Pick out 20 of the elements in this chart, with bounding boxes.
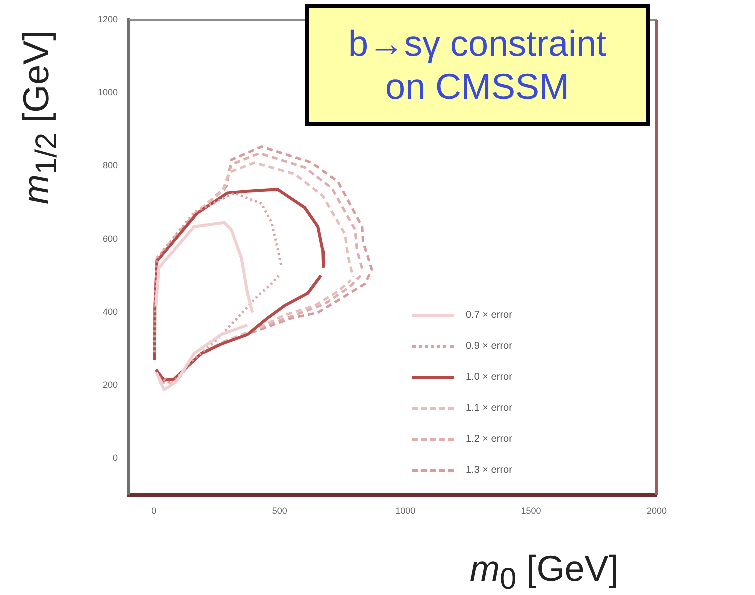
y-tick-label: 0 — [113, 453, 118, 464]
y-tick-label: 800 — [102, 160, 118, 171]
y-tick-label: 600 — [102, 234, 118, 244]
legend-label: 1.3 × error — [466, 465, 512, 476]
x-tick-label: 1500 — [521, 506, 542, 516]
y-tick-label: 200 — [102, 380, 118, 390]
x-axis-title: m$_{0}$ [GeV] — [470, 548, 619, 595]
legend-label: 1.0 × error — [466, 372, 512, 383]
x-tick-label: 1000 — [396, 506, 416, 516]
y-tick-label: 1000 — [98, 88, 118, 98]
x-tick-label: 0 — [152, 506, 157, 516]
y-tick-label: 400 — [102, 306, 118, 317]
legend-label: 0.7 × error — [466, 310, 512, 321]
text: b→sγ constraint on CMSSM — [305, 4, 650, 126]
y-tick-label: 1200 — [98, 14, 118, 24]
x-tick-label: 2000 — [646, 506, 668, 516]
x-tick-label: 500 — [272, 506, 288, 516]
legend-label: 1.1 × error — [466, 403, 512, 414]
legend-label: 0.9 × error — [466, 341, 512, 352]
legend-label: 1.2 × error — [466, 434, 512, 445]
